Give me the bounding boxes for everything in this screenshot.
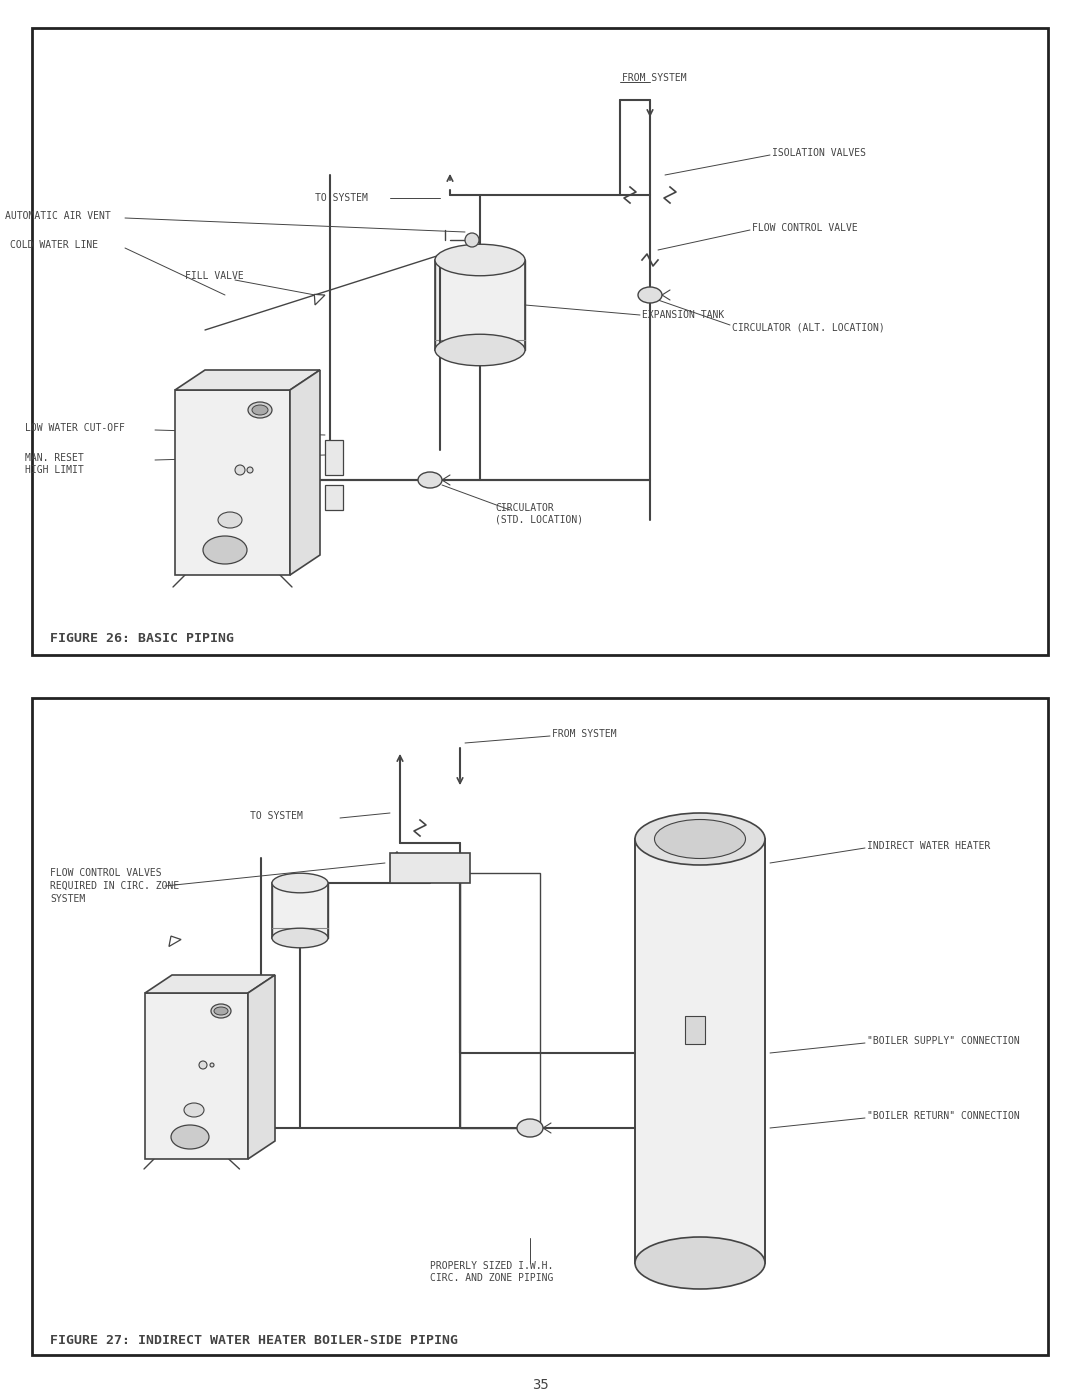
Polygon shape bbox=[248, 975, 275, 1160]
Ellipse shape bbox=[517, 1119, 543, 1137]
Ellipse shape bbox=[248, 402, 272, 418]
Polygon shape bbox=[635, 840, 765, 1263]
Ellipse shape bbox=[435, 244, 525, 275]
Polygon shape bbox=[272, 883, 328, 937]
Ellipse shape bbox=[418, 472, 442, 488]
Text: REQUIRED IN CIRC. ZONE: REQUIRED IN CIRC. ZONE bbox=[50, 882, 179, 891]
Circle shape bbox=[465, 233, 480, 247]
Text: TO SYSTEM: TO SYSTEM bbox=[315, 193, 368, 203]
Text: TO SYSTEM: TO SYSTEM bbox=[249, 812, 302, 821]
Text: FROM SYSTEM: FROM SYSTEM bbox=[552, 729, 617, 739]
Text: FILL VALVE: FILL VALVE bbox=[185, 271, 244, 281]
Bar bbox=[685, 1016, 705, 1044]
Text: SYSTEM: SYSTEM bbox=[50, 894, 85, 904]
Bar bbox=[325, 440, 343, 475]
Text: "BOILER RETURN" CONNECTION: "BOILER RETURN" CONNECTION bbox=[867, 1111, 1020, 1120]
Text: PROPERLY SIZED I.W.H.: PROPERLY SIZED I.W.H. bbox=[430, 1261, 553, 1271]
Text: "BOILER SUPPLY" CONNECTION: "BOILER SUPPLY" CONNECTION bbox=[867, 1037, 1020, 1046]
Bar bbox=[390, 854, 470, 883]
Text: FIGURE 26: BASIC PIPING: FIGURE 26: BASIC PIPING bbox=[50, 631, 234, 644]
Ellipse shape bbox=[638, 286, 662, 303]
Text: CIRCULATOR: CIRCULATOR bbox=[495, 503, 554, 513]
Text: (STD. LOCATION): (STD. LOCATION) bbox=[495, 515, 583, 525]
Ellipse shape bbox=[272, 873, 328, 893]
Text: FLOW CONTROL VALVE: FLOW CONTROL VALVE bbox=[752, 224, 858, 233]
Polygon shape bbox=[175, 390, 291, 576]
Text: CIRC. AND ZONE PIPING: CIRC. AND ZONE PIPING bbox=[430, 1273, 553, 1282]
Circle shape bbox=[247, 467, 253, 474]
Circle shape bbox=[210, 1063, 214, 1067]
Text: FLOW CONTROL VALVES: FLOW CONTROL VALVES bbox=[50, 868, 162, 877]
Ellipse shape bbox=[272, 928, 328, 947]
Polygon shape bbox=[291, 370, 320, 576]
Circle shape bbox=[199, 1060, 207, 1069]
Ellipse shape bbox=[654, 820, 745, 859]
Ellipse shape bbox=[211, 1004, 231, 1018]
Polygon shape bbox=[168, 936, 181, 947]
Text: MAN. RESET: MAN. RESET bbox=[25, 453, 84, 462]
Text: LOW WATER CUT-OFF: LOW WATER CUT-OFF bbox=[25, 423, 125, 433]
Bar bbox=[32, 698, 1048, 1355]
Text: FROM SYSTEM: FROM SYSTEM bbox=[622, 73, 687, 82]
Polygon shape bbox=[145, 993, 248, 1160]
Text: FIGURE 27: INDIRECT WATER HEATER BOILER-SIDE PIPING: FIGURE 27: INDIRECT WATER HEATER BOILER-… bbox=[50, 1334, 458, 1347]
Ellipse shape bbox=[171, 1125, 210, 1148]
Text: COLD WATER LINE: COLD WATER LINE bbox=[10, 240, 98, 250]
Text: AUTOMATIC AIR VENT: AUTOMATIC AIR VENT bbox=[5, 211, 111, 221]
Ellipse shape bbox=[218, 511, 242, 528]
Ellipse shape bbox=[435, 334, 525, 366]
Circle shape bbox=[235, 465, 245, 475]
Text: CIRCULATOR (ALT. LOCATION): CIRCULATOR (ALT. LOCATION) bbox=[732, 321, 885, 332]
Polygon shape bbox=[175, 370, 320, 390]
Text: ISOLATION VALVES: ISOLATION VALVES bbox=[772, 148, 866, 158]
Polygon shape bbox=[145, 975, 275, 993]
Ellipse shape bbox=[214, 1007, 228, 1016]
Bar bbox=[460, 873, 540, 1127]
Ellipse shape bbox=[635, 1236, 765, 1289]
Bar bbox=[325, 485, 343, 510]
Polygon shape bbox=[314, 295, 325, 305]
Text: INDIRECT WATER HEATER: INDIRECT WATER HEATER bbox=[867, 841, 990, 851]
Text: EXPANSION TANK: EXPANSION TANK bbox=[642, 310, 725, 320]
Ellipse shape bbox=[252, 405, 268, 415]
Text: HIGH LIMIT: HIGH LIMIT bbox=[25, 465, 84, 475]
Ellipse shape bbox=[635, 813, 765, 865]
Ellipse shape bbox=[203, 536, 247, 564]
Polygon shape bbox=[435, 260, 525, 351]
Text: 35: 35 bbox=[531, 1377, 549, 1391]
Bar bbox=[32, 28, 1048, 655]
Ellipse shape bbox=[184, 1104, 204, 1118]
